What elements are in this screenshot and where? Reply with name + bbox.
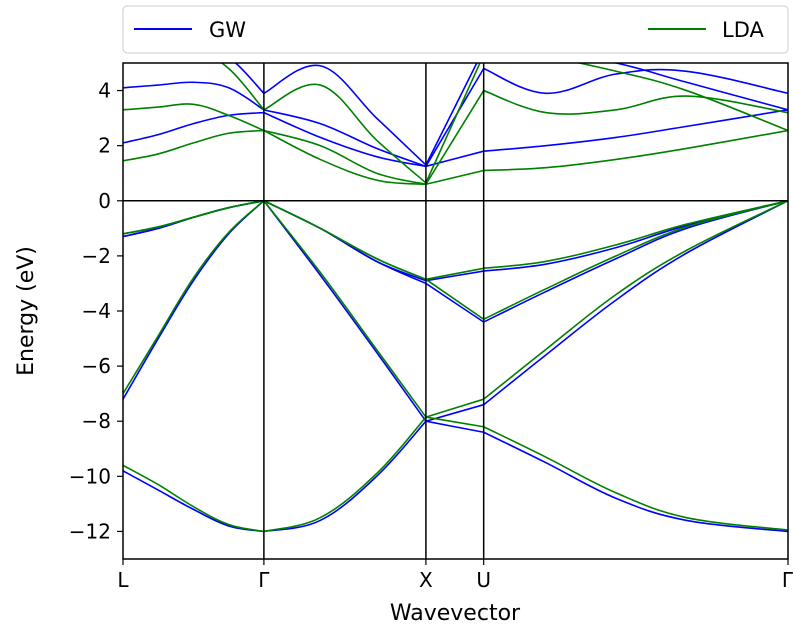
x-tick-label: Γ xyxy=(258,568,270,592)
y-tick-label: 4 xyxy=(98,79,111,103)
lda-band-4 xyxy=(123,199,788,281)
lda-band-7 xyxy=(220,63,788,184)
y-tick-label: 2 xyxy=(98,134,111,158)
reference-lines xyxy=(123,63,788,559)
y-axis-ticks: 4 2 0 −2 −4 −6 −8 −10 −12 xyxy=(69,79,123,543)
lda-band-1 xyxy=(123,416,788,533)
y-tick-label: −4 xyxy=(82,299,111,323)
gw-band-7 xyxy=(234,63,788,166)
gw-band-2 xyxy=(123,200,788,422)
gw-band-5 xyxy=(123,109,788,168)
lda-band-2 xyxy=(123,200,788,418)
y-tick-label: −2 xyxy=(82,244,111,268)
legend-frame xyxy=(122,5,789,54)
lda-band-5 xyxy=(123,129,788,186)
series-layer xyxy=(123,63,788,533)
y-tick-label: −6 xyxy=(82,354,111,378)
legend-label-lda: LDA xyxy=(722,18,765,42)
y-tick-label: 0 xyxy=(98,189,111,213)
x-tick-label: L xyxy=(117,568,129,592)
y-tick-label: −12 xyxy=(69,519,111,543)
x-tick-label: Γ xyxy=(782,568,793,592)
legend-label-gw: GW xyxy=(209,18,246,42)
lda-band-3 xyxy=(123,199,788,320)
x-axis-label: Wavevector xyxy=(390,601,521,626)
y-tick-label: −8 xyxy=(82,409,111,433)
x-tick-label: U xyxy=(476,568,491,592)
y-axis-label: Energy (eV) xyxy=(14,246,39,376)
gw-band-1 xyxy=(123,420,788,533)
x-tick-label: X xyxy=(419,568,433,592)
gw-band-3 xyxy=(123,199,788,323)
gw-band-6 xyxy=(123,67,788,168)
legend: GW LDA xyxy=(122,5,789,54)
y-tick-label: −10 xyxy=(69,464,111,488)
lda-band-6 xyxy=(123,89,788,186)
